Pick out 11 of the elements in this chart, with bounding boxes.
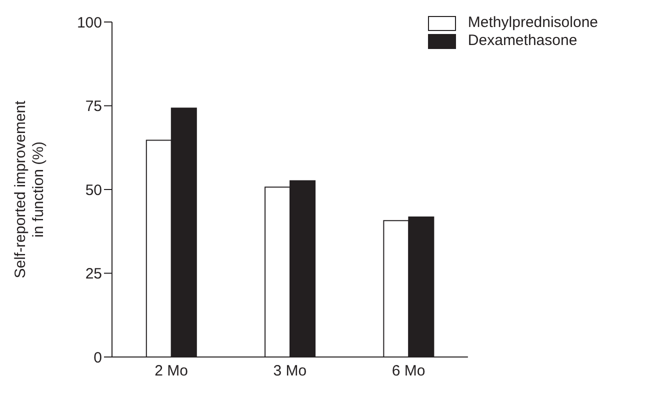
y-tick-label: 0 (94, 349, 102, 366)
legend-label: Methylprednisolone (468, 14, 598, 32)
x-tick-label: 3 Mo (273, 362, 307, 380)
x-tick-label: 6 Mo (392, 362, 426, 380)
y-tick-label: 25 (85, 266, 102, 283)
y-tick-label: 100 (76, 14, 102, 32)
x-tick-label: 2 Mo (154, 362, 188, 380)
legend-label: Dexamethasone (468, 32, 578, 50)
y-axis-title: Self-reported improvement in function (%) (12, 100, 47, 278)
y-tick-label: 50 (85, 182, 102, 199)
y-tick-label: 75 (85, 98, 102, 116)
